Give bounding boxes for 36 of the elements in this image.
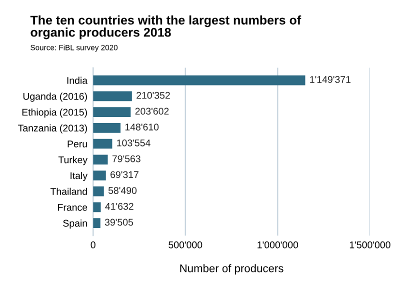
- data-label: 69'317: [110, 171, 138, 178]
- y-tick-label: France: [58, 204, 88, 211]
- data-label: 39'505: [104, 218, 134, 226]
- data-label: 148'610: [125, 124, 159, 131]
- x-tick-label: 0: [90, 241, 96, 248]
- x-tick-label: 1'000'000: [258, 241, 298, 248]
- y-tick-label: Tanzania (2013): [18, 124, 87, 134]
- bar: [93, 170, 106, 180]
- chart-title: The ten countries with the largest numbers of organic producers 2018: [30, 15, 302, 40]
- y-tick-label: Italy: [70, 172, 88, 182]
- y-tick-label: Peru: [68, 140, 87, 148]
- data-label: 210'352: [136, 92, 170, 99]
- y-tick-label: India: [67, 76, 88, 84]
- data-label: 1'149'371: [310, 76, 350, 83]
- bar: [93, 218, 100, 228]
- bar: [93, 91, 132, 102]
- data-label: 41'632: [105, 202, 134, 210]
- y-tick-label: Ethiopia (2015): [22, 108, 87, 118]
- y-tick-label: Uganda (2016): [23, 92, 87, 102]
- bar: [93, 138, 112, 149]
- bar: [93, 154, 108, 165]
- y-tick-label: Spain: [63, 220, 87, 229]
- data-label: 58'490: [108, 187, 137, 194]
- bar: [93, 202, 101, 212]
- bar: [93, 122, 121, 133]
- data-label: 203'602: [135, 108, 169, 115]
- data-label: 79'563: [112, 155, 140, 162]
- x-tick-label: 500'000: [168, 241, 202, 248]
- bar: [93, 107, 131, 117]
- x-tick-label: 1'500'000: [350, 241, 390, 248]
- bar: [93, 75, 306, 86]
- bar: [93, 186, 104, 196]
- y-tick-label: Turkey: [58, 156, 88, 166]
- x-axis-title: Number of producers: [180, 264, 284, 274]
- data-label: 103'554: [117, 139, 150, 146]
- y-tick-label: Thailand: [50, 188, 87, 195]
